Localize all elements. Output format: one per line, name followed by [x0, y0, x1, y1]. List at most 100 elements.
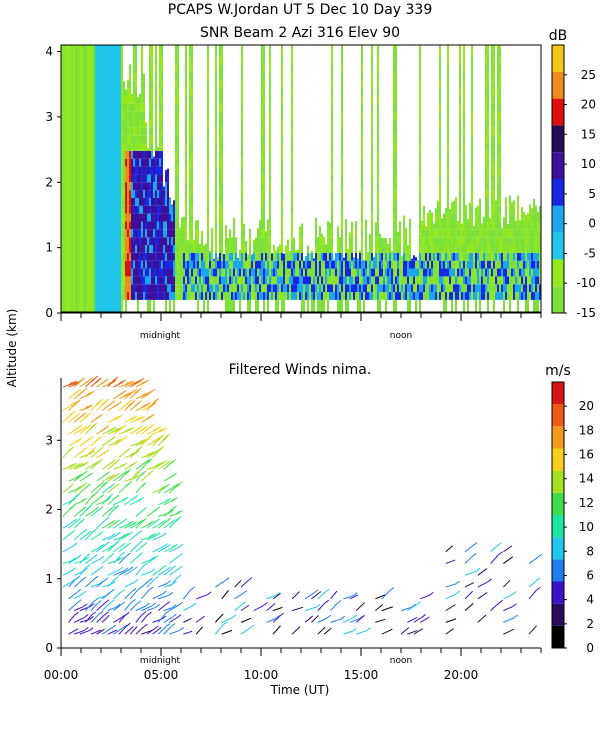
snr-cell: [429, 284, 431, 293]
wind-barb-flag: [115, 415, 120, 420]
snr-cell: [407, 292, 409, 300]
snr-cell: [459, 150, 461, 159]
snr-cell: [479, 198, 481, 206]
wind-barb: [528, 625, 537, 635]
snr-cell: [403, 215, 405, 222]
wind-barb-flag: [100, 451, 106, 456]
snr-cell: [155, 150, 157, 159]
snr-cell: [331, 88, 333, 96]
snr-cell: [261, 237, 263, 246]
snr-cell: [169, 237, 171, 246]
snr-cell: [297, 260, 299, 269]
snr-cell: [419, 197, 421, 206]
snr-cell: [205, 245, 207, 253]
snr-cell: [163, 268, 165, 277]
wind-barb-flag: [89, 390, 95, 395]
wind-barb-flag: [140, 404, 146, 409]
snr-cell: [333, 260, 335, 269]
snr-cell: [255, 292, 257, 300]
wind-barb-flag: [168, 520, 174, 525]
colorbar-tick-label: 10: [579, 520, 594, 534]
snr-cell: [137, 260, 139, 269]
wind-barb-flag: [117, 392, 123, 397]
snr-cell: [497, 48, 499, 57]
snr-cell: [387, 245, 389, 253]
snr-cell: [207, 197, 209, 206]
snr-cell: [371, 45, 373, 49]
snr-cell: [177, 72, 179, 81]
snr-cell: [495, 260, 497, 269]
snr-cell: [487, 135, 489, 144]
wind-barb-flag: [178, 543, 184, 548]
wind-barb-flag: [97, 544, 103, 549]
snr-cell: [517, 284, 519, 293]
snr-cell: [221, 197, 223, 206]
snr-cell: [431, 268, 433, 277]
snr-cell: [509, 252, 511, 261]
snr-cell: [225, 284, 227, 293]
snr-cell: [237, 268, 239, 277]
snr-cell: [331, 135, 333, 144]
snr-cell: [483, 260, 485, 269]
snr-cell: [329, 260, 331, 269]
wind-barb: [73, 606, 84, 612]
snr-cell: [459, 143, 461, 151]
snr-cell: [459, 174, 461, 183]
snr-cell: [513, 268, 515, 277]
snr-cell: [421, 276, 423, 285]
snr-cell: [331, 119, 333, 128]
snr-cell: [237, 284, 239, 293]
snr-cell: [385, 245, 387, 253]
snr-cell: [301, 299, 303, 313]
colorbar-swatch: [552, 98, 564, 126]
wind-barb: [349, 594, 359, 600]
snr-cell: [153, 292, 155, 300]
snr-cell: [463, 245, 465, 253]
snr-cell: [529, 245, 531, 253]
snr-cell: [155, 111, 157, 120]
snr-cell: [331, 64, 333, 73]
snr-cell: [315, 245, 317, 253]
snr-cell: [461, 252, 463, 261]
snr-cell: [263, 276, 265, 285]
snr-cell: [371, 127, 373, 136]
snr-cell: [275, 250, 277, 253]
snr-cell: [429, 260, 431, 269]
wind-barb-flag: [169, 460, 174, 465]
snr-cell: [199, 292, 201, 300]
snr-cell: [473, 276, 475, 285]
snr-cell: [491, 45, 493, 49]
snr-cell: [169, 229, 171, 238]
wind-barb-flag: [163, 543, 168, 548]
snr-cell: [535, 252, 537, 261]
snr-cell: [63, 45, 65, 313]
snr-cell: [137, 268, 139, 277]
snr-cell: [465, 260, 467, 269]
snr-cell: [493, 56, 495, 65]
snr-cell: [251, 284, 253, 293]
snr-cell: [437, 284, 439, 293]
snr-cell: [341, 127, 343, 136]
snr-cell: [151, 150, 153, 159]
snr-cell: [159, 158, 161, 167]
snr-cell: [417, 292, 419, 300]
snr-cell: [299, 229, 301, 238]
snr-cell: [137, 205, 139, 214]
snr-cell: [471, 64, 473, 73]
snr-cell: [485, 292, 487, 300]
snr-cell: [207, 292, 209, 300]
snr-cell: [161, 292, 163, 300]
snr-cell: [221, 182, 223, 191]
snr-cell: [163, 292, 165, 300]
snr-cell: [515, 260, 517, 269]
wind-barb-flag: [166, 580, 171, 585]
snr-cell: [353, 260, 355, 269]
snr-cell: [393, 88, 395, 96]
snr-cell: [469, 205, 471, 214]
snr-cell: [159, 166, 161, 175]
snr-cell: [185, 119, 187, 128]
snr-cell: [211, 276, 213, 285]
snr-cell: [383, 260, 385, 269]
snr-cell: [399, 221, 401, 230]
snr-cell: [499, 292, 501, 300]
